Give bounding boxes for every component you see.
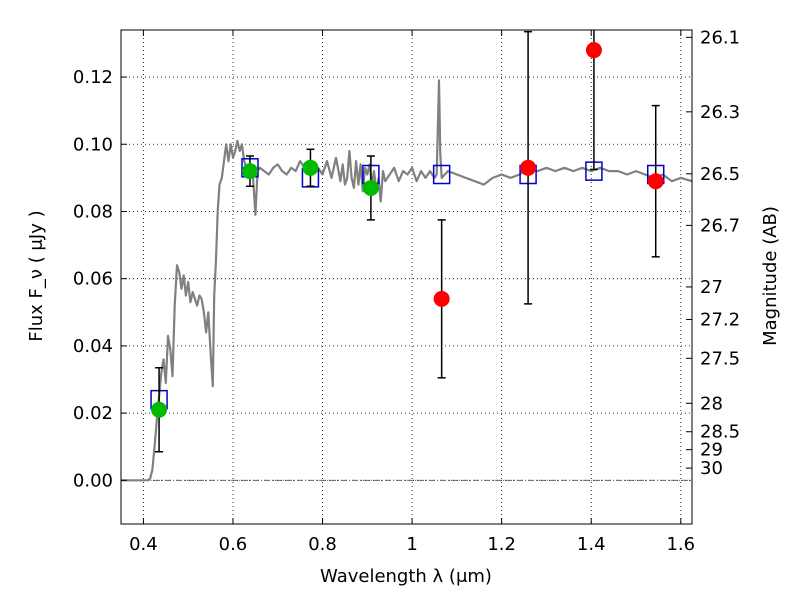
y-tick-label: 0.12 [73, 67, 113, 88]
x-axis-title: Wavelength λ (μm) [320, 566, 492, 587]
observed-points [151, 42, 664, 418]
x-tick-label: 0.8 [308, 534, 337, 555]
right-tick-label: 26.5 [700, 164, 740, 185]
x-tick-label: 0.4 [129, 534, 158, 555]
y-tick-label: 0.02 [73, 403, 113, 424]
y-axis-title: Flux F_ν ( μJy ) [26, 210, 47, 341]
y-tick-label: 0.04 [73, 336, 113, 357]
data-point-marker [151, 401, 168, 418]
right-tick-label: 27 [700, 277, 723, 298]
model-photometry-squares [150, 158, 665, 410]
x-tick-label: 1.4 [577, 534, 606, 555]
spectrum-line [121, 79, 693, 482]
right-tick-label: 29 [700, 440, 723, 461]
model-spectrum [121, 79, 693, 482]
x-tick-label: 1.6 [666, 534, 695, 555]
right-axis-title: Magnitude (AB) [760, 206, 781, 346]
data-point-marker [647, 173, 664, 190]
model-square-marker [432, 164, 451, 185]
y-axis-ticks: 0.00 0.02 0.04 0.06 0.08 0.10 0.12 [73, 67, 127, 491]
right-tick-label: 28.5 [700, 422, 740, 443]
y-tick-label: 0.10 [73, 134, 113, 155]
right-tick-label: 27.2 [700, 309, 740, 330]
data-point-marker [433, 290, 450, 307]
y-tick-label: 0.06 [73, 269, 113, 290]
x-axis-ticks: 0.4 0.6 0.8 1 1.2 1.4 1.6 [129, 30, 695, 555]
errorbars [155, 30, 660, 453]
data-point-marker [520, 159, 537, 176]
data-point-marker [241, 163, 258, 180]
y-tick-label: 0.00 [73, 470, 113, 491]
right-tick-label: 26.3 [700, 102, 740, 123]
right-tick-label: 27.5 [700, 348, 740, 369]
data-point-marker [362, 179, 379, 196]
right-tick-label: 26.7 [700, 215, 740, 236]
right-tick-label: 26.1 [700, 27, 740, 48]
right-tick-label: 28 [700, 393, 723, 414]
x-tick-label: 1.2 [487, 534, 516, 555]
plot-frame [120, 29, 693, 525]
data-point-marker [585, 42, 602, 59]
x-tick-label: 1 [406, 534, 417, 555]
y-tick-label: 0.08 [73, 201, 113, 222]
grid-layer [121, 30, 692, 524]
right-tick-label: 30 [700, 458, 723, 479]
data-point-marker [302, 159, 319, 176]
x-tick-label: 0.6 [219, 534, 248, 555]
